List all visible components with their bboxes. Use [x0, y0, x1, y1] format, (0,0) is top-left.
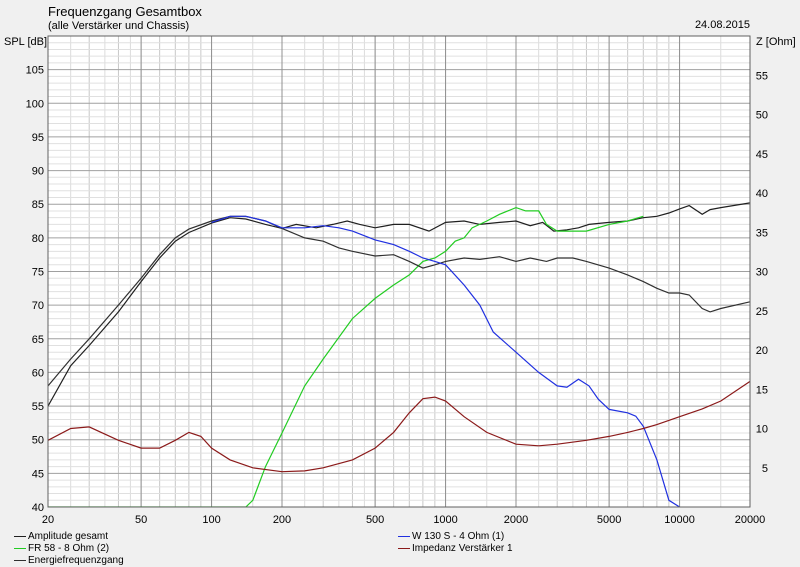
- x-tick-label: 50: [135, 514, 147, 526]
- y2-tick-label: 10: [756, 424, 768, 436]
- x-tick-label: 20: [42, 514, 54, 526]
- y2-tick-label: 45: [756, 149, 768, 161]
- series-line-energiefrequenzgang: [48, 215, 750, 387]
- y2-tick-label: 55: [756, 70, 768, 82]
- legend-label: Energiefrequenzgang: [28, 554, 124, 566]
- series-line-fr-58-8-ohm-2: [48, 206, 644, 507]
- y2-tick-label: 25: [756, 306, 768, 318]
- legend-label: W 130 S - 4 Ohm (1): [412, 530, 505, 542]
- x-tick-label: 10000: [664, 514, 695, 526]
- y-axis-label-right: Z [Ohm]: [756, 36, 796, 48]
- chart-subtitle: (alle Verstärker und Chassis): [48, 20, 190, 32]
- legend-swatch: [398, 547, 410, 549]
- legend-swatch: [14, 559, 26, 561]
- legend-swatch: [14, 535, 26, 537]
- x-tick-label: 200: [273, 514, 291, 526]
- y-tick-label: 55: [32, 401, 44, 413]
- y2-tick-label: 20: [756, 345, 768, 357]
- y-tick-label: 70: [32, 300, 44, 312]
- legend-swatch: [398, 535, 410, 537]
- chart-date: 24.08.2015: [694, 19, 750, 31]
- y2-tick-label: 40: [756, 188, 768, 200]
- legend-swatch: [14, 547, 26, 549]
- y-tick-label: 85: [32, 199, 44, 211]
- y-tick-label: 80: [32, 233, 44, 245]
- legend-item-fr58: FR 58 - 8 Ohm (2): [14, 542, 109, 554]
- y-tick-label: 90: [32, 166, 44, 178]
- legend-label: Amplitude gesamt: [28, 530, 109, 542]
- legend-item-amplitude-gesamt: Amplitude gesamt: [14, 530, 108, 542]
- series-line-amplitude-gesamt: [48, 202, 750, 407]
- y-tick-label: 105: [26, 65, 44, 77]
- y-tick-label: 75: [32, 267, 44, 279]
- y2-tick-label: 5: [762, 463, 768, 475]
- series-line-impedanz-verst-rker-1: [48, 380, 750, 473]
- y-axis-label-left: SPL [dB]: [4, 36, 48, 48]
- legend-item-impedanz: Impedanz Verstärker 1: [398, 542, 513, 554]
- y-tick-label: 45: [32, 468, 44, 480]
- legend-label: FR 58 - 8 Ohm (2): [28, 542, 110, 554]
- y2-tick-label: 30: [756, 267, 768, 279]
- legend-item-energiefrequenzgang: Energiefrequenzgang: [14, 554, 124, 566]
- legend-item-w130s: W 130 S - 4 Ohm (1): [398, 530, 504, 542]
- x-tick-label: 5000: [597, 514, 621, 526]
- y-tick-label: 50: [32, 435, 44, 447]
- legend: Amplitude gesamt FR 58 - 8 Ohm (2) Energ…: [0, 528, 800, 567]
- chart-title: Frequenzgang Gesamtbox: [48, 4, 202, 19]
- x-tick-label: 20000: [735, 514, 766, 526]
- x-tick-label: 2000: [504, 514, 528, 526]
- y2-tick-label: 50: [756, 110, 768, 122]
- y2-tick-label: 35: [756, 227, 768, 239]
- y-tick-label: 100: [26, 98, 44, 110]
- y-tick-label: 65: [32, 334, 44, 346]
- y-tick-label: 95: [32, 132, 44, 144]
- legend-label: Impedanz Verstärker 1: [412, 542, 513, 554]
- y2-tick-label: 15: [756, 384, 768, 396]
- series-line-w-130-s-4-ohm-1: [211, 215, 680, 507]
- x-tick-label: 500: [366, 514, 384, 526]
- x-tick-label: 1000: [433, 514, 457, 526]
- x-tick-label: 100: [202, 514, 220, 526]
- y-tick-label: 40: [32, 502, 44, 514]
- plot-border: [47, 35, 751, 508]
- y-tick-label: 60: [32, 367, 44, 379]
